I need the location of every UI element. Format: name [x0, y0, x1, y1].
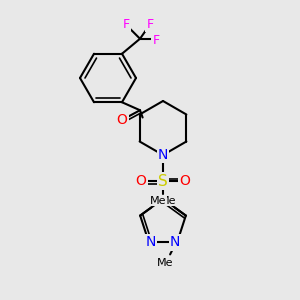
Text: F: F: [146, 18, 154, 31]
Text: Me: Me: [160, 196, 176, 206]
Text: N: N: [146, 236, 156, 249]
Text: S: S: [158, 173, 168, 188]
Text: F: F: [122, 18, 130, 31]
Text: O: O: [136, 174, 146, 188]
Text: N: N: [158, 148, 168, 162]
Text: F: F: [152, 34, 160, 47]
Text: N: N: [170, 236, 180, 249]
Text: O: O: [180, 174, 190, 188]
Text: O: O: [117, 113, 128, 127]
Text: Me: Me: [157, 258, 173, 268]
Text: Me: Me: [150, 196, 166, 206]
